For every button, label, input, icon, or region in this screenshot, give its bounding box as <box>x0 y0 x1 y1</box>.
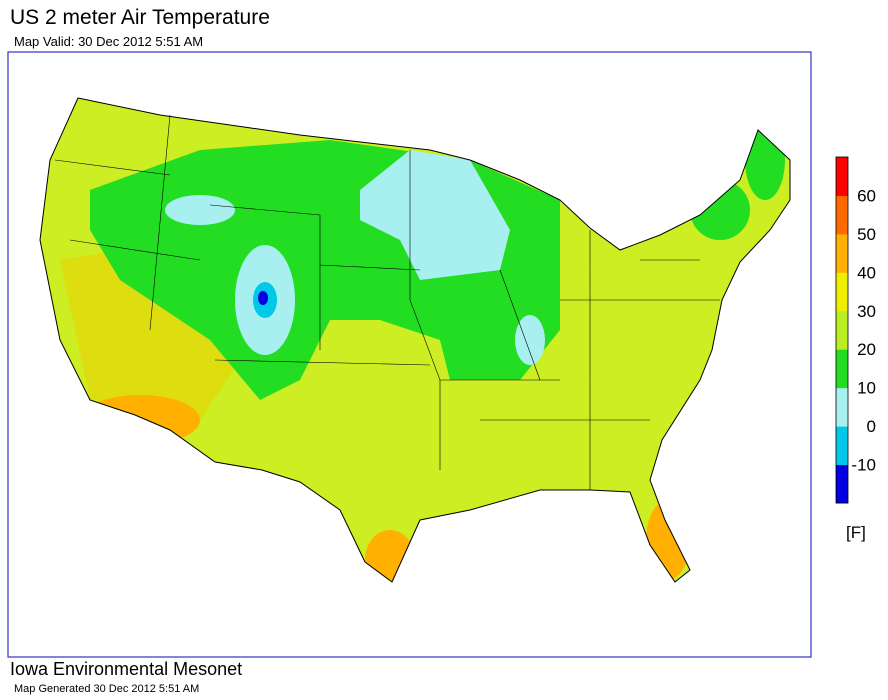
map-subtitle: Map Valid: 30 Dec 2012 5:51 AM <box>14 34 203 49</box>
color-band <box>836 195 848 235</box>
legend-tick-label: 60 <box>857 186 876 205</box>
color-band <box>836 426 848 466</box>
color-band <box>836 233 848 273</box>
field-cold <box>360 150 510 280</box>
map-title: US 2 meter Air Temperature <box>10 6 270 29</box>
legend-tick-label: -10 <box>851 456 876 475</box>
legend-tick-label: 30 <box>857 302 876 321</box>
field-cold <box>515 315 545 365</box>
field-cold <box>165 195 235 225</box>
color-band <box>836 464 848 504</box>
color-band <box>836 157 848 196</box>
legend-tick-label: 0 <box>867 417 876 436</box>
legend-unit: [F] <box>846 523 866 542</box>
field-warm <box>60 250 240 420</box>
us-outline <box>39 97 791 583</box>
legend-tick-label: 40 <box>857 263 876 282</box>
color-bar-border <box>835 156 849 504</box>
color-band <box>836 310 848 350</box>
legend-tick-label: 10 <box>857 379 876 398</box>
legend-tick-label: 20 <box>857 340 876 359</box>
color-band <box>836 387 848 427</box>
color-legend: -10 0 10 20 30 40 50 60 [F] <box>835 156 876 542</box>
color-band <box>836 272 848 312</box>
footer-generated: Map Generated 30 Dec 2012 5:51 AM <box>14 683 199 695</box>
field-coldest <box>258 291 268 305</box>
state-lines <box>54 114 720 490</box>
color-band <box>836 349 848 389</box>
legend-tick-label: 50 <box>857 225 876 244</box>
footer-organization: Iowa Environmental Mesonet <box>10 659 242 679</box>
